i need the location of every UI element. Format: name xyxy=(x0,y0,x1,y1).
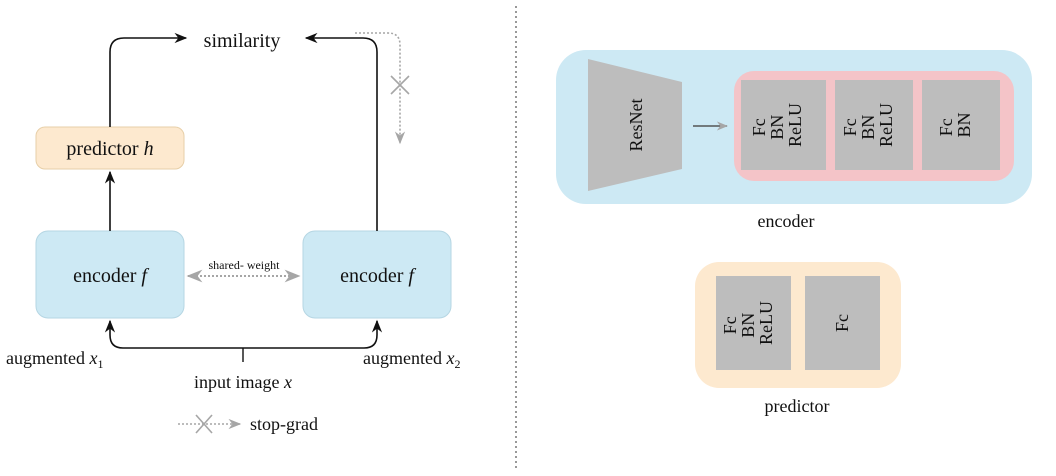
shared-weight-label: shared- weight xyxy=(209,258,281,272)
encoder-block-3-label: Fc BN xyxy=(936,112,974,137)
resnet-label: ResNet xyxy=(626,99,646,152)
legend-stop-grad-label: stop-grad xyxy=(250,414,318,434)
predictor-box-label: predictor h xyxy=(66,138,153,160)
legend-cross-icon xyxy=(195,414,213,434)
predictor-block-2 xyxy=(805,276,880,370)
encoder-caption: encoder xyxy=(758,211,815,231)
resnet-backbone xyxy=(588,59,682,191)
encoder-block-1-label: Fc BN ReLU xyxy=(749,103,805,147)
augmented-x2-label: augmented x2 xyxy=(363,348,460,371)
encoder-block-2 xyxy=(835,80,913,170)
input-image-label: input image x xyxy=(194,372,292,392)
predictor-to-similarity-arrow xyxy=(109,32,188,127)
encoder-block-2-label: Fc BN ReLU xyxy=(840,103,896,147)
right-architecture: ResNet Fc BN ReLU Fc BN ReLU Fc BN encod… xyxy=(556,50,1032,416)
encoder-right-label: encoder f xyxy=(340,265,416,287)
predictor-block-1 xyxy=(716,276,791,370)
similarity-label: similarity xyxy=(204,30,281,52)
encoder-to-similarity-arrow xyxy=(304,32,378,231)
predictor-block-2-label: Fc xyxy=(832,314,852,332)
stop-grad-legend: stop-grad xyxy=(178,414,318,434)
stop-grad-arrow xyxy=(355,32,406,145)
encoder-block-3 xyxy=(922,80,1000,170)
stop-grad-cross-icon xyxy=(390,75,410,95)
encoder-left-label: encoder f xyxy=(73,265,149,287)
encoder-block-1 xyxy=(741,80,826,170)
predictor-block-1-label: Fc BN ReLU xyxy=(720,301,776,345)
input-to-encoder-right-arrow xyxy=(243,319,383,349)
predictor-caption: predictor xyxy=(765,396,830,416)
input-to-encoder-left-arrow xyxy=(104,319,243,349)
augmented-x1-label: augmented x1 xyxy=(6,348,103,371)
left-architecture: similarity predictor h encoder f encoder… xyxy=(6,30,460,434)
